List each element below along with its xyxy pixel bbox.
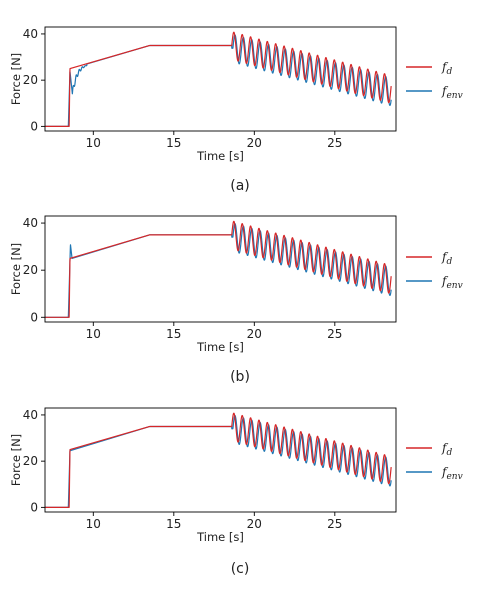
- series-line-fenv: [45, 414, 392, 508]
- x-tick-label: 20: [247, 517, 262, 531]
- chart-panel-2: 10 15 20 25 0 20 40 Time [s] Force [N] fd fenv (c): [9, 407, 463, 577]
- y-tick-label: 40: [23, 27, 38, 41]
- legend-label-fenv: fenv: [441, 465, 463, 482]
- panel-caption: (c): [231, 561, 250, 577]
- x-tick-label: 15: [166, 136, 181, 150]
- x-tick-label: 10: [86, 136, 101, 150]
- series-line-fenv: [45, 223, 392, 318]
- x-axis-label: Time [s]: [196, 530, 244, 544]
- x-tick-label: 10: [86, 327, 101, 341]
- y-tick-label: 40: [23, 216, 38, 230]
- x-axis-label: Time [s]: [196, 149, 244, 163]
- y-tick-label: 20: [23, 454, 38, 468]
- plot-frame: [44, 26, 397, 132]
- panel-caption: (b): [230, 369, 250, 385]
- plot-frame: [44, 407, 397, 513]
- plot-frame: [44, 215, 397, 323]
- chart-panel-0: 10 15 20 25 0 20 40 Time [s] Force [N] fd fenv (a): [9, 26, 463, 194]
- legend-label-fd: fd: [441, 250, 452, 267]
- series-line-fenv: [45, 34, 392, 127]
- panel-caption: (a): [230, 178, 250, 194]
- x-tick-label: 15: [166, 517, 181, 531]
- x-tick-label: 25: [327, 327, 342, 341]
- series-line-fd: [45, 412, 392, 508]
- y-axis-label: Force [N]: [9, 243, 23, 295]
- series-line-fd: [45, 220, 392, 318]
- x-tick-label: 20: [247, 327, 262, 341]
- y-axis-label: Force [N]: [9, 434, 23, 486]
- x-axis-label: Time [s]: [196, 340, 244, 354]
- x-tick-label: 25: [327, 517, 342, 531]
- x-tick-label: 20: [247, 136, 262, 150]
- x-tick-label: 25: [327, 136, 342, 150]
- y-tick-label: 20: [23, 263, 38, 277]
- y-tick-label: 0: [30, 500, 38, 514]
- y-tick-label: 20: [23, 73, 38, 87]
- series-line-fd: [45, 31, 392, 127]
- chart-panel-1: 10 15 20 25 0 20 40 Time [s] Force [N] fd fenv (b): [9, 215, 463, 385]
- x-tick-label: 15: [166, 327, 181, 341]
- y-tick-label: 0: [30, 119, 38, 133]
- y-axis-label: Force [N]: [9, 53, 23, 105]
- legend-label-fenv: fenv: [441, 274, 463, 291]
- y-tick-label: 0: [30, 310, 38, 324]
- x-tick-label: 10: [86, 517, 101, 531]
- legend-label-fd: fd: [441, 60, 452, 77]
- legend-label-fd: fd: [441, 441, 452, 458]
- legend-label-fenv: fenv: [441, 84, 463, 101]
- y-tick-label: 40: [23, 408, 38, 422]
